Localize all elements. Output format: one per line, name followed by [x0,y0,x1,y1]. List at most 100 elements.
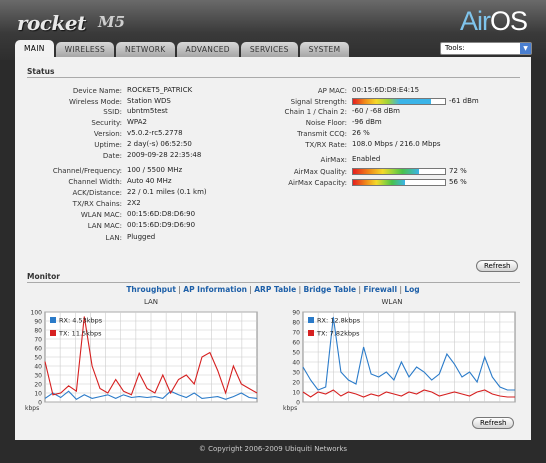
lan-throughput-chart: 0 10 20 30 40 50 60 70 80 90 100 kbps RX: 4.53kbps TX… [25,309,258,412]
main-tabs: MAIN WIRELESS NETWORK ADVANCED SERVICES … [15,40,350,57]
airmax-quality-bar [352,168,446,175]
status-row-label: Channel Width: [27,177,122,187]
status-value: ROCKET5_PATRICK [127,86,193,94]
tab-advanced[interactable]: ADVANCED [176,42,239,57]
legend-swatch [50,317,56,323]
monitor-refresh-button[interactable]: Refresh [472,417,515,429]
status-value: 100 / 5500 MHz [127,166,183,174]
wlan-graph-title: WLAN [381,298,403,306]
y-tick-label: 70 [292,329,300,336]
legend-swatch [308,317,314,323]
status-row-label: WLAN MAC: [27,210,122,220]
chevron-down-icon: ▼ [520,43,531,54]
status-value: WPA2 [127,118,147,126]
wlan-throughput-chart: 0 10 20 30 40 50 60 70 80 90 kbps RX: 12.8kbps TX: 7… [283,309,516,412]
legend-label: RX: 12.8kbps [317,317,361,325]
status-row-label: Uptime: [27,140,122,150]
status-value: 00:15:6D:D8:D6:90 [127,210,196,218]
y-tick-label: 90 [292,309,300,316]
airmax-capacity-bar [352,179,446,186]
airmax-quality-row: AirMax Quality: [293,168,347,176]
status-value: Auto 40 MHz [127,177,172,185]
tx-rx-rate-value: 108.0 Mbps / 216.0 Mbps [352,140,441,148]
airos-logo: AirOS [460,6,528,36]
tab-services[interactable]: SERVICES [240,42,298,57]
tab-network[interactable]: NETWORK [116,42,175,57]
y-tick-label: 50 [34,354,42,361]
status-label: LAN MAC: [87,222,122,230]
series-line-rx [302,316,515,391]
transmit-ccq-row: Transmit CCQ: [297,130,347,138]
status-value: v5.0.2-rc5.2778 [127,129,183,137]
status-label: Device Name: [72,87,122,95]
y-tick-label: 60 [34,345,42,352]
status-row-label: Wireless Mode: [27,97,122,107]
status-value: 2009-09-28 22:35:48 [127,151,202,159]
y-tick-label: 40 [292,359,300,366]
link-firewall[interactable]: Firewall [363,285,398,294]
airmax-capacity-row: AirMax Capacity: [288,179,347,187]
y-tick-label: 0 [296,399,300,406]
monitor-links: Throughput | AP Information | ARP Table … [126,285,420,294]
ap-mac-row: AP MAC: [317,87,347,95]
chains-row: Chain 1 / Chain 2: [284,108,347,116]
tab-wireless[interactable]: WIRELESS [55,42,115,57]
chains-value: -60 / -68 dBm [352,107,400,115]
status-label: LAN: [105,234,122,242]
product-logo: rocket [17,11,86,35]
monitor-section-title: Monitor [27,272,60,281]
y-tick-label: 90 [34,318,42,325]
status-row-label: Device Name: [27,86,122,96]
tools-dropdown[interactable]: Tools: ▼ [440,42,532,55]
link-bridge-table[interactable]: Bridge Table [303,285,357,294]
signal-strength-bar [352,98,446,105]
status-row-label: LAN MAC: [27,221,122,231]
y-axis-label: kbps [25,405,39,412]
status-value: Plugged [127,233,156,241]
tab-main[interactable]: MAIN [15,40,54,57]
airmax-capacity-value: 56 % [449,178,467,186]
y-axis-label: kbps [283,405,297,412]
status-refresh-button[interactable]: Refresh [476,260,519,272]
status-row-label: Channel/Frequency: [27,166,122,176]
monitor-divider [27,282,520,283]
link-ap-information[interactable]: AP Information [183,285,247,294]
legend-label: TX: 11.5kbps [58,330,102,338]
y-tick-label: 50 [292,349,300,356]
status-value: 00:15:6D:D9:D6:90 [127,221,196,229]
status-row-label: Date: [27,151,122,161]
series-line-tx [44,316,258,396]
legend-swatch [50,330,56,336]
transmit-ccq-value: 26 % [352,129,370,137]
status-label: TX/RX Chains: [72,200,122,208]
status-label: WLAN MAC: [80,211,122,219]
footer-copyright: © Copyright 2006-2009 Ubiquiti Networks [198,445,348,453]
y-tick-label: 10 [34,390,42,397]
noise-floor-value: -96 dBm [352,118,382,126]
status-label: Uptime: [94,141,122,149]
y-tick-label: 40 [34,363,42,370]
status-label: ACK/Distance: [72,189,122,197]
status-label: Channel/Frequency: [52,167,122,175]
status-label: Wireless Mode: [69,98,122,106]
lan-graph-title: LAN [143,298,159,306]
legend-label: RX: 4.53kbps [59,317,103,325]
link-log[interactable]: Log [404,285,420,294]
y-tick-label: 100 [31,309,43,316]
airmax-quality-value: 72 % [449,167,467,175]
status-value: 2 day(-s) 06:52:50 [127,140,192,148]
link-throughput[interactable]: Throughput [126,285,176,294]
y-tick-label: 80 [292,319,300,326]
tab-system[interactable]: SYSTEM [299,42,350,57]
y-tick-label: 60 [292,339,300,346]
status-label: SSID: [103,108,122,116]
status-section-title: Status [27,67,55,76]
link-arp-table[interactable]: ARP Table [254,285,297,294]
status-label: Date: [102,152,122,160]
legend-swatch [308,330,314,336]
status-label: Channel Width: [68,178,122,186]
tools-dropdown-value: Tools: [445,44,465,52]
airmax-row: AirMax: [320,156,347,164]
status-row-label: LAN: [27,233,122,243]
y-tick-label: 10 [292,389,300,396]
